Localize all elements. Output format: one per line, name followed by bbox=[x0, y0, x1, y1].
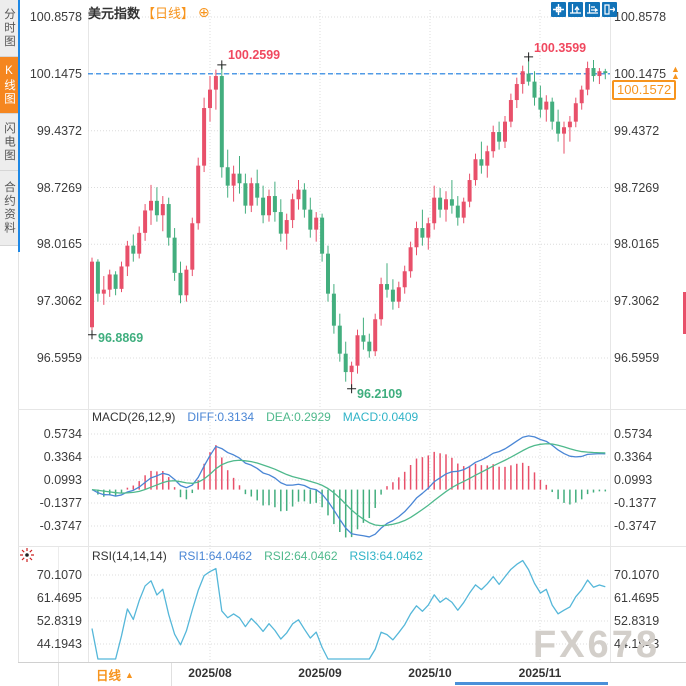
rsi-pane-separator bbox=[18, 546, 686, 547]
macd-y-label: 0.5734 bbox=[43, 427, 82, 441]
add-indicator-icon[interactable]: ⊕ bbox=[198, 4, 210, 20]
high-annotation: 100.3599 bbox=[534, 41, 587, 55]
macd-dea-value: DEA:0.2929 bbox=[266, 410, 331, 424]
rsi-y-label: 52.8319 bbox=[36, 614, 82, 628]
exit-chart-icon[interactable] bbox=[602, 2, 617, 17]
y-label: 97.3062 bbox=[36, 294, 82, 308]
y-label: 98.0165 bbox=[36, 237, 82, 251]
rsi3-value: RSI3:64.0462 bbox=[349, 549, 423, 563]
sidebar-tab-lightning[interactable]: 闪电图 bbox=[0, 114, 18, 171]
y-label: 100.1475 bbox=[29, 67, 82, 81]
sidebar-accent-line bbox=[18, 0, 20, 252]
y-label: 99.4372 bbox=[614, 124, 660, 138]
rsi1-value: RSI1:64.0462 bbox=[178, 549, 253, 563]
candlestick-chart[interactable] bbox=[88, 10, 610, 409]
macd-y-label: 0.3364 bbox=[43, 450, 82, 464]
rsi-y-label: 70.1070 bbox=[614, 568, 660, 582]
macd-y-label: -0.1377 bbox=[39, 496, 82, 510]
chart-title: 美元指数 【日线】 ⊕ bbox=[88, 3, 210, 22]
low-annotation: 96.8869 bbox=[98, 331, 144, 345]
sidebar-tab-kline[interactable]: K线图 bbox=[0, 57, 18, 114]
rsi-header: RSI(14,14,14) RSI1:64.0462 RSI2:64.0462 … bbox=[92, 549, 423, 563]
macd-header: MACD(26,12,9) DIFF:0.3134 DEA:0.2929 MAC… bbox=[92, 410, 418, 424]
low-annotation: 96.2109 bbox=[357, 387, 403, 401]
fit-x-axis-icon[interactable] bbox=[585, 2, 600, 17]
y-label: 100.8578 bbox=[614, 10, 667, 24]
macd-y-label: -0.3747 bbox=[614, 519, 657, 533]
watermark: FX678 bbox=[533, 624, 660, 666]
rsi-y-label: 61.4695 bbox=[614, 591, 660, 605]
horizontal-scrollbar[interactable] bbox=[455, 682, 608, 685]
y-label: 98.0165 bbox=[614, 237, 660, 251]
macd-pane-separator bbox=[18, 409, 686, 410]
x-axis-date: 2025/08 bbox=[188, 666, 232, 680]
period-selector[interactable]: 日线 ▲ bbox=[58, 663, 172, 686]
macd-macd-value: MACD:0.0409 bbox=[342, 410, 419, 424]
axis-cell-border bbox=[58, 546, 59, 686]
sidebar: 分时图 K线图 闪电图 合约资料 bbox=[0, 0, 18, 686]
macd-title: MACD(26,12,9) bbox=[92, 410, 176, 424]
rsi2-value: RSI2:64.0462 bbox=[264, 549, 338, 563]
pane-right-border bbox=[610, 10, 611, 662]
x-axis-date: 2025/09 bbox=[298, 666, 342, 680]
rsi-y-label: 52.8319 bbox=[614, 614, 660, 628]
period-tag: 【日线】 bbox=[142, 6, 195, 21]
crosshair-icon[interactable] bbox=[551, 2, 566, 17]
y-label: 100.8578 bbox=[29, 10, 82, 24]
y-label: 99.4372 bbox=[36, 124, 82, 138]
macd-y-label: 0.0993 bbox=[43, 473, 82, 487]
y-label: 97.3062 bbox=[614, 294, 660, 308]
y-label: 98.7269 bbox=[614, 181, 660, 195]
current-price-badge: 100.1572 bbox=[612, 80, 677, 100]
macd-diff-value: DIFF:0.3134 bbox=[187, 410, 255, 424]
pane-left-border bbox=[88, 10, 89, 662]
sidebar-border bbox=[18, 252, 19, 662]
rsi-y-label: 70.1070 bbox=[36, 568, 82, 582]
rsi-title: RSI(14,14,14) bbox=[92, 549, 167, 563]
symbol-name: 美元指数 bbox=[88, 6, 141, 21]
high-annotation: 100.2599 bbox=[228, 48, 281, 62]
rsi-chart[interactable] bbox=[88, 548, 610, 662]
macd-y-label: 0.3364 bbox=[614, 450, 653, 464]
rsi-y-label: 44.1943 bbox=[36, 637, 82, 651]
x-axis-date: 2025/11 bbox=[518, 666, 562, 680]
macd-y-label: -0.3747 bbox=[39, 519, 82, 533]
period-selector-label: 日线 bbox=[96, 669, 122, 683]
macd-y-label: 0.5734 bbox=[614, 427, 653, 441]
sidebar-tab-timeshare[interactable]: 分时图 bbox=[0, 0, 18, 57]
fit-y-axis-icon[interactable] bbox=[568, 2, 583, 17]
y-label: 98.7269 bbox=[36, 181, 82, 195]
indicator-settings-icon[interactable] bbox=[20, 548, 34, 567]
y-label: 100.1475 bbox=[614, 67, 667, 81]
macd-chart[interactable] bbox=[88, 410, 610, 546]
sidebar-tab-contract-info[interactable]: 合约资料 bbox=[0, 171, 18, 246]
chart-toolbar bbox=[551, 2, 617, 17]
macd-y-label: -0.1377 bbox=[614, 496, 657, 510]
rsi-y-label: 61.4695 bbox=[36, 591, 82, 605]
vertical-scrollbar[interactable] bbox=[683, 292, 686, 334]
triangle-up-icon: ▲ bbox=[125, 669, 134, 680]
x-axis-line bbox=[18, 662, 686, 663]
x-axis-date: 2025/10 bbox=[408, 666, 452, 680]
y-label: 96.5959 bbox=[614, 351, 660, 365]
macd-y-label: 0.0993 bbox=[614, 473, 653, 487]
rsi-y-label: 44.1943 bbox=[614, 637, 660, 651]
price-up-arrow-icon: ▲ ▲ bbox=[671, 64, 680, 81]
y-label: 96.5959 bbox=[36, 351, 82, 365]
